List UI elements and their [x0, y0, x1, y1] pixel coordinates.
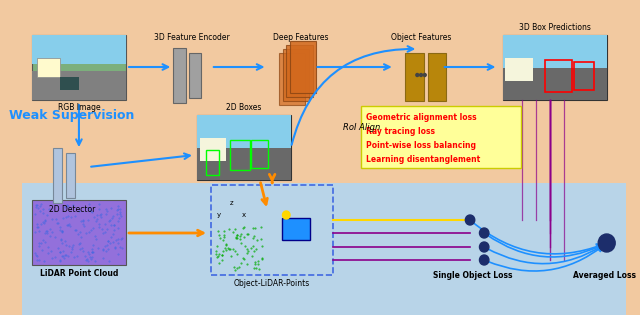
FancyBboxPatch shape — [286, 45, 313, 97]
FancyBboxPatch shape — [361, 106, 521, 168]
Bar — [573, 62, 595, 90]
Text: 3D Box Predictions: 3D Box Predictions — [519, 22, 591, 32]
Text: Ray tracing loss: Ray tracing loss — [366, 127, 435, 135]
FancyBboxPatch shape — [32, 35, 126, 100]
Bar — [22, 183, 625, 315]
Circle shape — [282, 211, 290, 219]
FancyBboxPatch shape — [282, 49, 309, 101]
Text: LiDAR Point Cloud: LiDAR Point Cloud — [40, 268, 118, 278]
Bar — [32, 71, 126, 100]
Bar — [503, 35, 607, 67]
Text: x: x — [242, 212, 246, 218]
Text: 3D Feature Encoder: 3D Feature Encoder — [154, 33, 230, 43]
Bar — [22, 0, 625, 183]
Text: Point-wise loss balancing: Point-wise loss balancing — [366, 140, 476, 150]
Bar — [189, 53, 200, 98]
Bar — [32, 200, 126, 265]
Bar — [206, 150, 220, 175]
Circle shape — [420, 73, 422, 77]
Bar — [66, 152, 75, 198]
Circle shape — [465, 215, 475, 225]
Circle shape — [598, 234, 615, 252]
Text: Single Object Loss: Single Object Loss — [433, 271, 513, 279]
Text: 2D Boxes: 2D Boxes — [226, 102, 262, 112]
Bar — [211, 185, 333, 275]
FancyBboxPatch shape — [282, 218, 310, 240]
Bar — [60, 77, 79, 90]
Circle shape — [479, 242, 489, 252]
Bar — [196, 115, 291, 147]
Circle shape — [416, 73, 419, 77]
FancyBboxPatch shape — [428, 53, 447, 101]
Circle shape — [479, 228, 489, 238]
Bar — [196, 147, 291, 180]
Circle shape — [424, 73, 426, 77]
Text: y: y — [216, 212, 220, 218]
Bar — [36, 58, 60, 77]
Bar — [503, 67, 607, 100]
Bar — [32, 35, 126, 64]
Text: Weak Supervision: Weak Supervision — [9, 108, 134, 122]
Bar — [196, 115, 291, 180]
Text: Object Features: Object Features — [391, 33, 451, 43]
FancyBboxPatch shape — [405, 53, 424, 101]
Bar — [230, 140, 250, 170]
Bar — [52, 147, 62, 203]
Bar — [200, 138, 226, 161]
Bar — [505, 58, 533, 81]
Text: RGB Image: RGB Image — [58, 104, 100, 112]
Bar — [503, 35, 607, 100]
FancyBboxPatch shape — [279, 53, 305, 105]
Bar — [252, 140, 268, 168]
Text: Geometric alignment loss: Geometric alignment loss — [366, 112, 477, 122]
Text: 2D Detector: 2D Detector — [49, 204, 95, 214]
Bar — [173, 48, 186, 102]
Text: Object-LiDAR-Points: Object-LiDAR-Points — [234, 278, 310, 288]
Text: RoI Align: RoI Align — [343, 123, 380, 131]
Text: Averaged Loss: Averaged Loss — [573, 271, 636, 279]
Text: Deep Features: Deep Features — [273, 33, 328, 43]
FancyBboxPatch shape — [290, 41, 316, 93]
Text: z: z — [230, 200, 234, 206]
Bar — [545, 60, 572, 92]
Text: Learning disentanglement: Learning disentanglement — [366, 154, 481, 163]
Circle shape — [479, 255, 489, 265]
